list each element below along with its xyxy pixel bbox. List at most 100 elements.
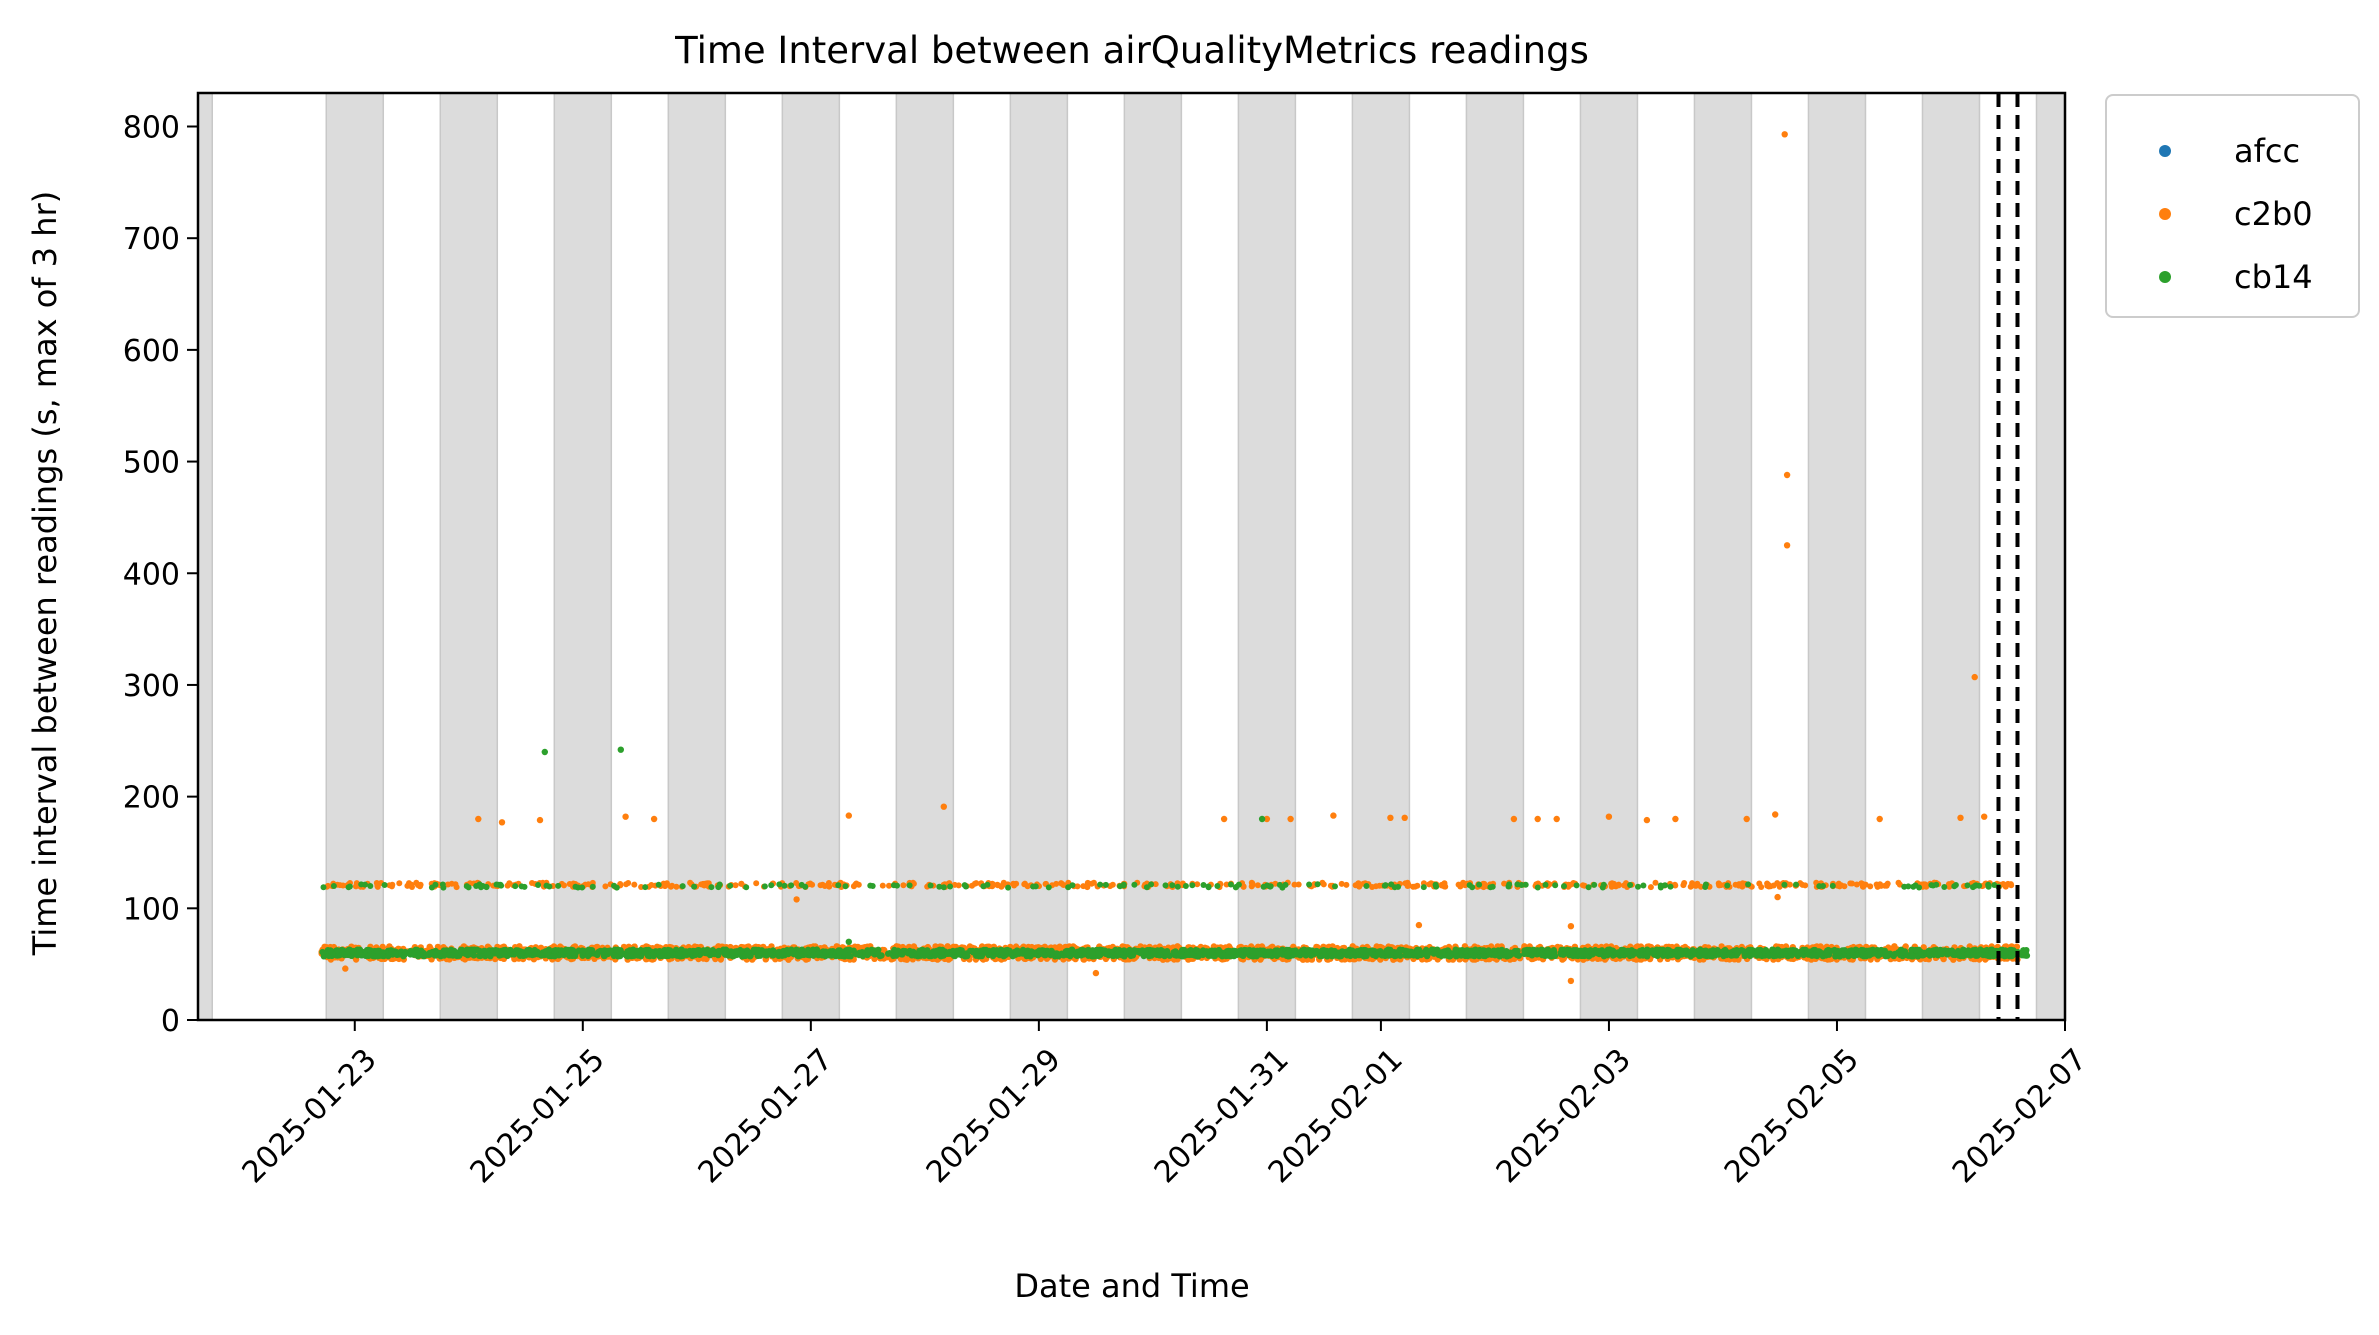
- night-band: [1351, 92, 1411, 1021]
- night-band: [553, 92, 613, 1021]
- data-point: [1605, 813, 1613, 820]
- data-point: [1841, 883, 1848, 890]
- data-point: [1758, 884, 1765, 890]
- data-point: [1387, 814, 1394, 821]
- data-point: [1878, 882, 1885, 889]
- data-point: [1254, 882, 1261, 889]
- data-point: [699, 881, 706, 888]
- data-point: [1567, 977, 1575, 985]
- data-point: [1834, 882, 1841, 889]
- data-point: [1455, 881, 1462, 888]
- data-point: [667, 883, 674, 890]
- data-point: [1783, 542, 1791, 549]
- data-point: [453, 884, 460, 891]
- data-point: [1058, 880, 1065, 887]
- data-point: [1090, 879, 1097, 886]
- data-point: [2002, 883, 2009, 890]
- data-point: [1697, 883, 1704, 890]
- data-point: [1923, 883, 1930, 890]
- data-point: [886, 882, 892, 889]
- series-layer: [318, 131, 2031, 985]
- night-band: [667, 92, 727, 1021]
- data-point: [885, 950, 892, 957]
- data-point: [1404, 883, 1411, 889]
- data-point: [1415, 921, 1423, 929]
- data-point: [498, 819, 506, 826]
- data-point: [990, 881, 997, 888]
- data-point: [1883, 882, 1890, 889]
- night-band: [1009, 92, 1069, 1021]
- data-point: [1643, 816, 1651, 824]
- night-band: [197, 92, 214, 1021]
- data-point: [1608, 880, 1615, 887]
- data-point: [1501, 880, 1508, 887]
- data-point: [855, 881, 862, 888]
- data-point: [797, 948, 805, 955]
- data-point: [551, 953, 558, 960]
- data-point: [1774, 893, 1781, 901]
- data-point: [732, 882, 739, 889]
- data-point: [1647, 884, 1654, 891]
- night-band: [325, 92, 385, 1021]
- data-point: [1401, 814, 1408, 821]
- data-point: [1109, 881, 1116, 888]
- data-point: [1054, 951, 1062, 958]
- night-band: [1579, 92, 1639, 1021]
- data-point: [1156, 952, 1163, 959]
- data-point: [1853, 881, 1860, 888]
- data-point: [1680, 882, 1687, 889]
- night-band: [1807, 92, 1867, 1021]
- data-point: [819, 881, 826, 888]
- data-point: [437, 953, 444, 960]
- night-band: [1465, 92, 1525, 1021]
- data-point: [1553, 815, 1560, 823]
- data-point: [1764, 882, 1771, 889]
- data-point: [1945, 881, 1952, 888]
- data-point: [1770, 882, 1777, 889]
- data-point: [1291, 881, 1298, 888]
- data-point: [1194, 881, 1201, 888]
- data-point: [1338, 880, 1345, 887]
- data-point: [386, 882, 393, 889]
- data-point: [1786, 881, 1793, 888]
- data-point: [1222, 952, 1230, 960]
- data-point: [1981, 813, 1988, 820]
- data-point: [900, 882, 907, 889]
- data-point: [845, 812, 852, 819]
- data-point: [1330, 812, 1337, 819]
- data-point: [2008, 882, 2015, 889]
- data-point: [1092, 969, 1100, 977]
- data-point: [1802, 882, 1809, 889]
- data-point: [955, 882, 962, 889]
- data-point: [1867, 883, 1874, 890]
- data-point: [631, 881, 638, 888]
- data-point: [564, 947, 572, 954]
- night-band: [895, 92, 955, 1021]
- data-point: [1849, 880, 1855, 887]
- data-point: [1735, 882, 1742, 889]
- data-point: [1248, 879, 1255, 886]
- data-point: [537, 944, 545, 951]
- data-point: [1876, 815, 1883, 823]
- data-point: [1462, 882, 1469, 889]
- night-band: [1921, 92, 1981, 1021]
- data-point: [1772, 811, 1779, 818]
- data-point: [793, 896, 800, 903]
- data-point: [1174, 943, 1181, 950]
- data-point: [561, 882, 567, 889]
- data-point: [396, 880, 403, 887]
- data-point: [1152, 881, 1159, 888]
- data-point: [1861, 881, 1868, 888]
- data-point: [1567, 923, 1575, 930]
- data-point: [1355, 880, 1362, 887]
- data-point: [1320, 881, 1327, 888]
- data-point: [940, 803, 947, 810]
- data-point: [1781, 131, 1788, 138]
- data-point: [738, 880, 745, 887]
- data-point: [536, 816, 544, 824]
- data-point: [1343, 881, 1350, 888]
- data-point: [650, 815, 658, 823]
- data-point: [1652, 879, 1659, 886]
- data-point: [1672, 815, 1679, 823]
